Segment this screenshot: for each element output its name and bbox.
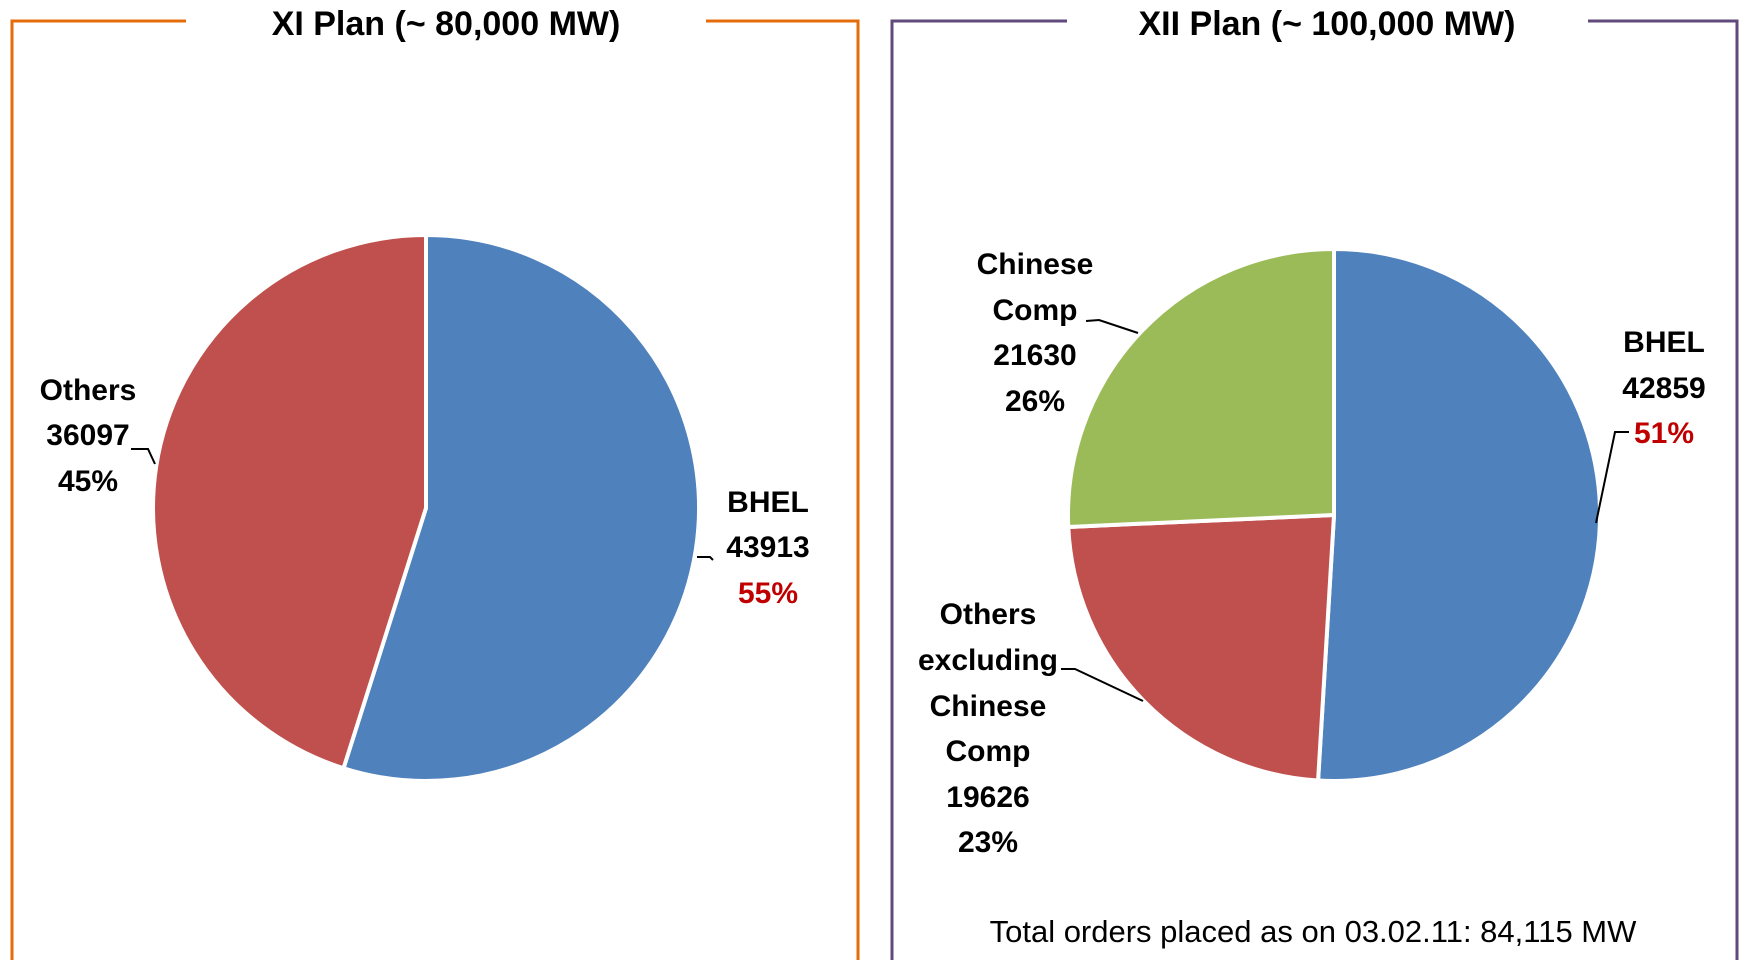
others-xi-value: 36097 bbox=[46, 419, 129, 452]
bhel-xi-percent: 55% bbox=[738, 577, 798, 610]
chinese-comp-xii-value: 21630 bbox=[993, 339, 1076, 372]
bhel-xii-name: BHEL bbox=[1623, 326, 1705, 359]
others-xii-value: 19626 bbox=[946, 781, 1029, 814]
chinese-comp-xii-slice bbox=[1066, 247, 1336, 529]
chinese-comp-xii-name-line2: Comp bbox=[993, 294, 1078, 327]
others-xii-name-line3: Chinese bbox=[930, 690, 1047, 723]
bhel-xii-percent: 51% bbox=[1634, 417, 1694, 450]
chinese-comp-xii-label: Chinese Comp 21630 26% bbox=[977, 248, 1094, 418]
others-xii-name-line1: Others bbox=[940, 598, 1037, 631]
chinese-comp-xii-percent: 26% bbox=[1005, 385, 1065, 418]
others-xi-label: Others 36097 45% bbox=[40, 374, 137, 498]
xii-plan-frame: XII Plan (~ 100,000 MW) bbox=[890, 5, 1739, 960]
others-xii-name-line2: excluding bbox=[918, 644, 1058, 677]
xii-plan-title: XII Plan (~ 100,000 MW) bbox=[1139, 5, 1516, 43]
xi-plan-title: XI Plan (~ 80,000 MW) bbox=[272, 5, 621, 43]
bhel-xii-leader-line bbox=[1595, 431, 1629, 524]
chinese-comp-xii-name-line1: Chinese bbox=[977, 248, 1094, 281]
others-xi-percent: 45% bbox=[58, 465, 118, 498]
others-xii-label: Others excluding Chinese Comp 19626 23% bbox=[918, 598, 1058, 859]
others-xii-name-line4: Comp bbox=[946, 735, 1031, 768]
bhel-xi-leader-line bbox=[697, 556, 714, 561]
bhel-xi-label: BHEL 43913 55% bbox=[726, 486, 809, 610]
xii-plan-pie bbox=[1066, 247, 1603, 783]
xi-plan-frame: XI Plan (~ 80,000 MW) bbox=[10, 5, 860, 960]
others-xi-leader-line bbox=[131, 448, 156, 465]
others-xi-slice bbox=[151, 233, 428, 771]
xi-plan-pie bbox=[151, 233, 701, 783]
others-xii-percent: 23% bbox=[958, 826, 1018, 859]
bhel-xii-value: 42859 bbox=[1622, 372, 1705, 405]
others-xii-leader-line bbox=[1061, 668, 1144, 702]
bhel-xi-slice bbox=[341, 233, 701, 783]
others-xii-slice bbox=[1066, 513, 1336, 783]
chinese-comp-xii-leader-line bbox=[1085, 318, 1139, 334]
bhel-xii-label: BHEL 42859 51% bbox=[1622, 326, 1705, 450]
xi-plan-border bbox=[10, 19, 860, 960]
others-xi-name: Others bbox=[40, 374, 137, 407]
bhel-xi-name: BHEL bbox=[727, 486, 809, 519]
xii-plan-border bbox=[890, 19, 1739, 960]
bhel-xi-value: 43913 bbox=[726, 531, 809, 564]
total-orders-footnote: Total orders placed as on 03.02.11: 84,1… bbox=[990, 914, 1638, 949]
bhel-xii-slice bbox=[1316, 247, 1603, 783]
